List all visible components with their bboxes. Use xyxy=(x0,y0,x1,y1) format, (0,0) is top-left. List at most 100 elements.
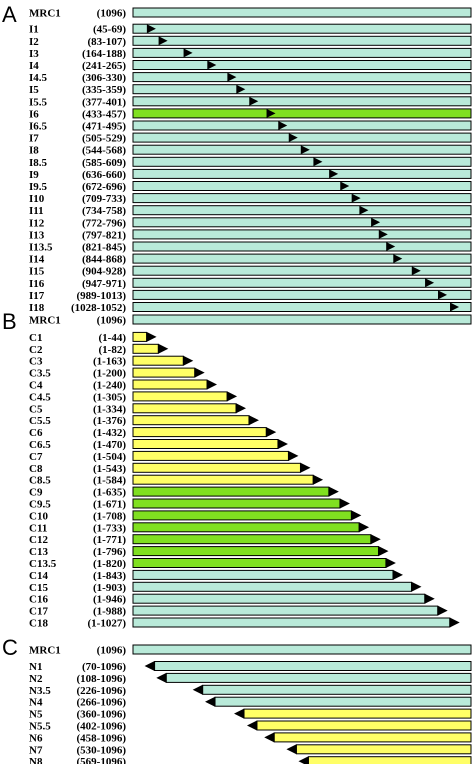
c-terminal-arrowhead xyxy=(378,546,389,557)
construct-range: (569-1096) xyxy=(77,756,127,764)
construct-name: N6 xyxy=(29,732,43,744)
construct-range: (402-1096) xyxy=(77,721,127,733)
construct-range: (636-660) xyxy=(82,169,126,181)
n-terminal-arrowhead xyxy=(298,756,309,764)
construct-name: I17 xyxy=(29,290,45,302)
construct-name: C14 xyxy=(29,570,48,582)
construct-range: (947-971) xyxy=(82,278,126,290)
construct-range: (1-470) xyxy=(93,439,126,451)
insertion-arrow-marker xyxy=(393,254,403,264)
construct-name: C11 xyxy=(29,522,47,534)
construct-range: (1-820) xyxy=(93,558,126,570)
panel-letter: B xyxy=(2,309,17,334)
c-terminal-arrowhead xyxy=(288,450,299,461)
construct-range: (1-543) xyxy=(93,463,126,475)
construct-name: C4 xyxy=(29,380,43,392)
c-terminal-arrowhead xyxy=(411,581,422,592)
construct-range: (1-771) xyxy=(93,534,126,546)
construct-name: I6 xyxy=(29,108,39,120)
construct-bar xyxy=(243,708,472,719)
construct-bar xyxy=(132,277,472,288)
construct-bar xyxy=(256,720,472,731)
c-terminal-arrowhead xyxy=(385,558,396,568)
construct-range: (1-376) xyxy=(93,415,126,427)
construct-bar xyxy=(165,672,472,683)
construct-range: (1-200) xyxy=(93,368,126,380)
insertion-arrow-marker xyxy=(227,72,237,82)
construct-bar xyxy=(132,241,472,252)
construct-bar xyxy=(132,229,472,240)
construct-name: I8 xyxy=(29,145,39,157)
construct-name: I13 xyxy=(29,229,45,241)
construct-bar xyxy=(132,439,279,449)
construct-name: I1 xyxy=(29,24,39,36)
construct-range: (544-568) xyxy=(82,145,126,157)
construct-name: I14 xyxy=(29,254,45,266)
mrc1-full-length-bar xyxy=(132,314,472,325)
construct-bar xyxy=(132,474,314,485)
construct-name: I10 xyxy=(29,193,45,205)
construct-bar xyxy=(214,696,472,707)
construct-range: (458-1096) xyxy=(77,732,127,744)
construct-range: (83-107) xyxy=(88,36,127,48)
insertion-arrow-marker xyxy=(158,36,168,46)
construct-name: C16 xyxy=(29,594,48,606)
c-terminal-arrowhead xyxy=(277,439,288,449)
construct-bar xyxy=(132,617,451,628)
construct-bar xyxy=(132,593,426,604)
construct-range: (1-584) xyxy=(93,475,126,487)
construct-name: C2 xyxy=(29,344,43,356)
insertion-arrow-marker xyxy=(450,302,460,312)
construct-name: N5 xyxy=(29,709,43,721)
construct-bar xyxy=(132,427,267,438)
construct-range: (1-843) xyxy=(93,570,126,582)
construct-bar xyxy=(132,510,352,521)
construct-bar xyxy=(132,84,472,95)
construct-bar xyxy=(132,302,472,312)
panel-letter: C xyxy=(2,635,18,660)
construct-name: I2 xyxy=(29,36,39,48)
construct-bar xyxy=(132,415,250,426)
c-terminal-arrowhead xyxy=(359,522,370,533)
construct-name: N8 xyxy=(29,756,43,764)
construct-name: C5 xyxy=(29,403,43,415)
construct-bar xyxy=(154,661,472,671)
construct-name: C3 xyxy=(29,356,43,368)
construct-name: N1 xyxy=(29,661,42,673)
construct-name: C1 xyxy=(29,332,42,344)
construct-range: (1-635) xyxy=(93,487,126,499)
construct-name: MRC1 xyxy=(29,645,61,657)
construct-name: I5 xyxy=(29,84,39,96)
construct-name: I12 xyxy=(29,217,45,229)
construct-bar xyxy=(132,605,439,616)
construct-range: (1096) xyxy=(97,315,127,327)
construct-bar xyxy=(202,684,472,695)
construct-name: N3.5 xyxy=(29,685,51,697)
construct-bar xyxy=(132,498,341,509)
insertion-arrow-marker xyxy=(313,157,323,167)
c-terminal-arrowhead xyxy=(236,403,247,414)
construct-range: (471-495) xyxy=(82,121,126,133)
construct-range: (772-796) xyxy=(82,217,126,229)
construct-bar xyxy=(132,534,372,545)
construct-name: I9.5 xyxy=(29,181,48,193)
insertion-arrow-marker xyxy=(386,242,396,251)
construct-name: I11 xyxy=(29,205,44,217)
construct-bar xyxy=(132,391,228,402)
construct-name: C6.5 xyxy=(29,439,51,451)
construct-range: (1-946) xyxy=(93,594,126,606)
construct-bar xyxy=(132,23,472,34)
n-terminal-arrowhead xyxy=(144,661,155,671)
insertion-arrow-marker xyxy=(425,278,435,288)
construct-bar xyxy=(132,156,472,167)
n-terminal-arrowhead xyxy=(234,708,245,719)
construct-name: N5.5 xyxy=(29,721,51,733)
construct-bar xyxy=(132,546,379,557)
construct-range: (821-845) xyxy=(82,242,126,254)
construct-bar xyxy=(132,72,472,83)
construct-bar xyxy=(132,132,472,143)
c-terminal-arrowhead xyxy=(370,534,381,545)
construct-range: (1-1027) xyxy=(88,618,127,630)
construct-range: (335-359) xyxy=(82,84,126,96)
construct-name: MRC1 xyxy=(29,8,61,20)
